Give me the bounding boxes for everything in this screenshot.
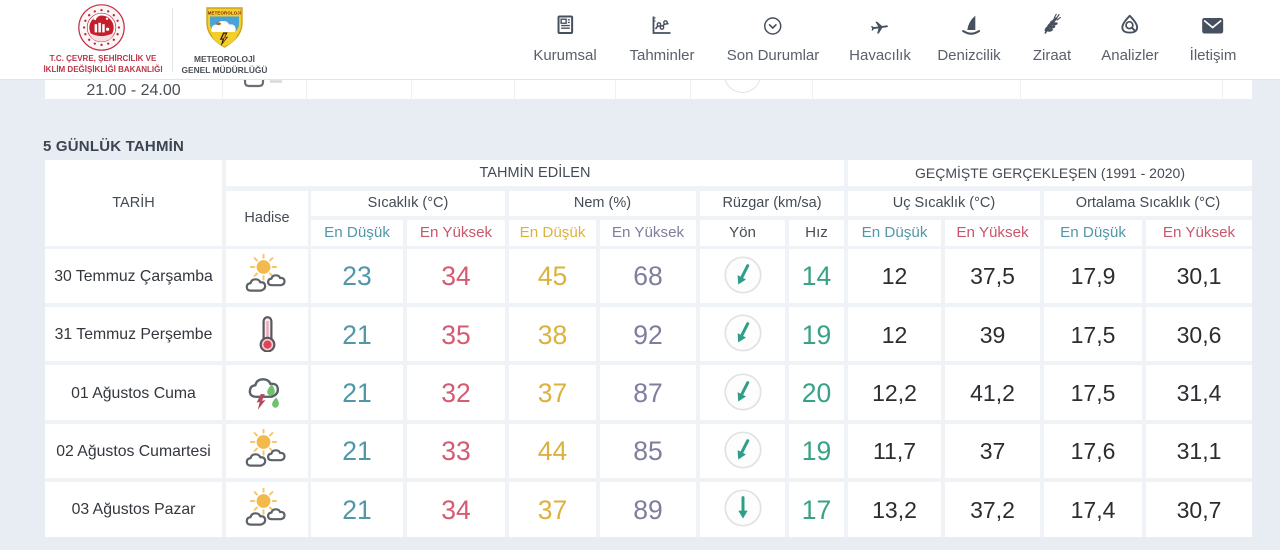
svg-text:METEOROLOJİ: METEOROLOJİ — [208, 10, 241, 15]
